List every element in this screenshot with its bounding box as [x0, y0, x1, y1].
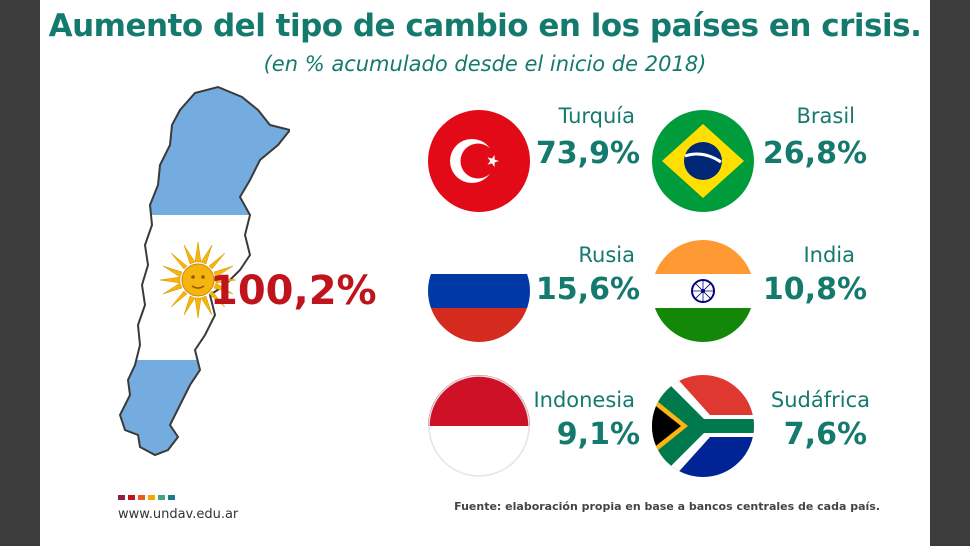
brand-dot [118, 495, 125, 500]
country-value-russia: 15,6% [535, 272, 640, 307]
source-note: Fuente: elaboración propia en base a ban… [454, 500, 880, 513]
country-value-indonesia: 9,1% [556, 417, 640, 452]
brand-dot [148, 495, 155, 500]
brand-dot [168, 495, 175, 500]
brand-dot [138, 495, 145, 500]
brand-color-dots [118, 495, 175, 500]
country-value-turkey: 73,9% [535, 136, 640, 171]
chart-title: Aumento del tipo de cambio en los países… [48, 8, 922, 44]
country-value-india: 10,8% [762, 272, 867, 307]
turkey-flag-icon [428, 110, 530, 212]
south-africa-flag-icon [652, 375, 754, 477]
country-name-russia: Rusia [578, 243, 635, 267]
chart-subtitle: (en % acumulado desde el inicio de 2018) [263, 52, 707, 76]
footer-url: www.undav.edu.ar [118, 507, 239, 522]
country-name-brazil: Brasil [796, 104, 855, 128]
argentina-value: 100,2% [210, 268, 377, 314]
brand-dot [128, 495, 135, 500]
country-value-brazil: 26,8% [762, 136, 867, 171]
country-value-south-africa: 7,6% [783, 417, 867, 452]
brand-dot [158, 495, 165, 500]
country-name-indonesia: Indonesia [533, 388, 635, 412]
country-name-india: India [803, 243, 855, 267]
india-flag-icon [652, 240, 754, 342]
infographic: Aumento del tipo de cambio en los países… [40, 0, 930, 546]
brazil-flag-icon [652, 110, 754, 212]
country-name-turkey: Turquía [558, 104, 635, 128]
russia-flag-icon [428, 240, 530, 342]
country-name-south-africa: Sudáfrica [770, 388, 870, 412]
sun-of-may-icon [159, 241, 237, 319]
argentina-map-icon [118, 85, 290, 457]
